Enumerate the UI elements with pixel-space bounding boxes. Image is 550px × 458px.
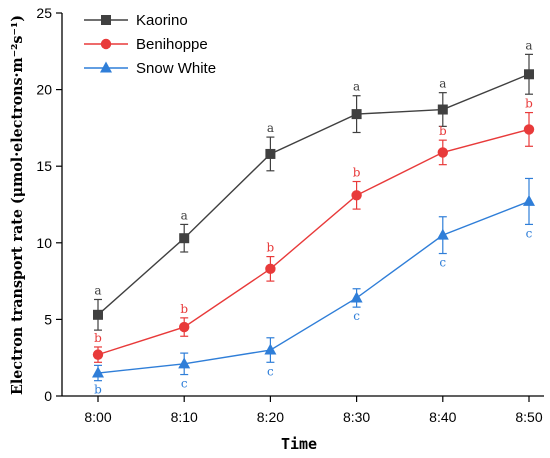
- significance-letter: a: [267, 121, 274, 135]
- data-point: [523, 124, 535, 135]
- significance-letter: c: [526, 226, 533, 240]
- x-tick-label: 8:30: [343, 409, 370, 425]
- series-line: [97, 200, 530, 374]
- legend-marker: [101, 15, 111, 25]
- significance-letter: b: [267, 241, 275, 255]
- y-axis-title: Electron transport rate (μmol·electrons·…: [8, 15, 26, 395]
- significance-letter: c: [439, 256, 446, 270]
- data-point: [92, 366, 104, 378]
- significance-letter: a: [353, 80, 360, 94]
- y-tick-label: 5: [44, 311, 52, 327]
- series-line: [97, 73, 530, 316]
- y-tick-label: 10: [36, 235, 52, 251]
- significance-letter: a: [525, 38, 532, 52]
- y-tick-label: 0: [44, 388, 52, 404]
- x-axis-title: Time: [281, 435, 317, 453]
- series-snow-white: [92, 177, 535, 382]
- y-axis-ticks: 0 5 10 15 20 25: [36, 5, 62, 404]
- data-point: [437, 147, 448, 158]
- significance-letter: a: [94, 283, 101, 297]
- data-point: [179, 321, 190, 333]
- legend-label: Snow White: [136, 60, 216, 77]
- significance-letter: c: [181, 377, 188, 391]
- series-line: [97, 128, 530, 356]
- data-point: [350, 291, 363, 303]
- axes: [61, 13, 544, 397]
- data-point: [179, 233, 190, 244]
- series-benihoppe: [92, 111, 535, 363]
- series-kaorino: [93, 53, 534, 331]
- x-tick-label: 8:40: [429, 409, 456, 425]
- y-tick-label: 15: [36, 158, 52, 174]
- x-tick-label: 8:50: [515, 409, 542, 425]
- legend-marker: [100, 61, 112, 73]
- legend-item: Kaorino: [84, 12, 188, 29]
- significance-letter: b: [525, 97, 533, 111]
- legend-item: Snow White: [84, 60, 216, 77]
- data-point: [92, 349, 104, 360]
- x-tick-label: 8:00: [84, 409, 111, 425]
- significance-letter: a: [181, 208, 188, 222]
- data-point: [351, 190, 362, 201]
- legend-item: Benihoppe: [84, 36, 208, 53]
- legend: Kaorino Benihoppe Snow White: [84, 12, 216, 77]
- data-point: [265, 148, 276, 159]
- data-point: [93, 309, 103, 320]
- data-point: [523, 194, 535, 206]
- significance-letter: c: [353, 309, 360, 323]
- data-point: [436, 228, 449, 240]
- y-tick-label: 25: [36, 5, 52, 21]
- plot-area: a a a a a a b b b b b b b c c c c c: [92, 38, 535, 397]
- x-axis-ticks: 8:00 8:10 8:20 8:30 8:40 8:50: [84, 396, 543, 425]
- data-point: [351, 109, 362, 120]
- data-point: [178, 357, 191, 369]
- significance-letter: b: [353, 166, 361, 180]
- data-point: [264, 343, 277, 355]
- significance-letter: b: [94, 331, 102, 345]
- significance-letter: b: [439, 124, 447, 138]
- significance-letter: a: [439, 77, 446, 91]
- x-tick-label: 8:10: [171, 409, 198, 425]
- significance-letter: c: [267, 364, 274, 378]
- x-tick-label: 8:20: [257, 409, 284, 425]
- significance-letter: b: [180, 302, 188, 316]
- legend-marker: [100, 38, 112, 50]
- data-point: [524, 69, 534, 80]
- y-tick-label: 20: [36, 82, 52, 98]
- legend-label: Benihoppe: [136, 36, 208, 53]
- legend-label: Kaorino: [136, 12, 188, 29]
- data-point: [265, 263, 276, 275]
- data-point: [437, 104, 448, 115]
- significance-letter: b: [94, 383, 102, 397]
